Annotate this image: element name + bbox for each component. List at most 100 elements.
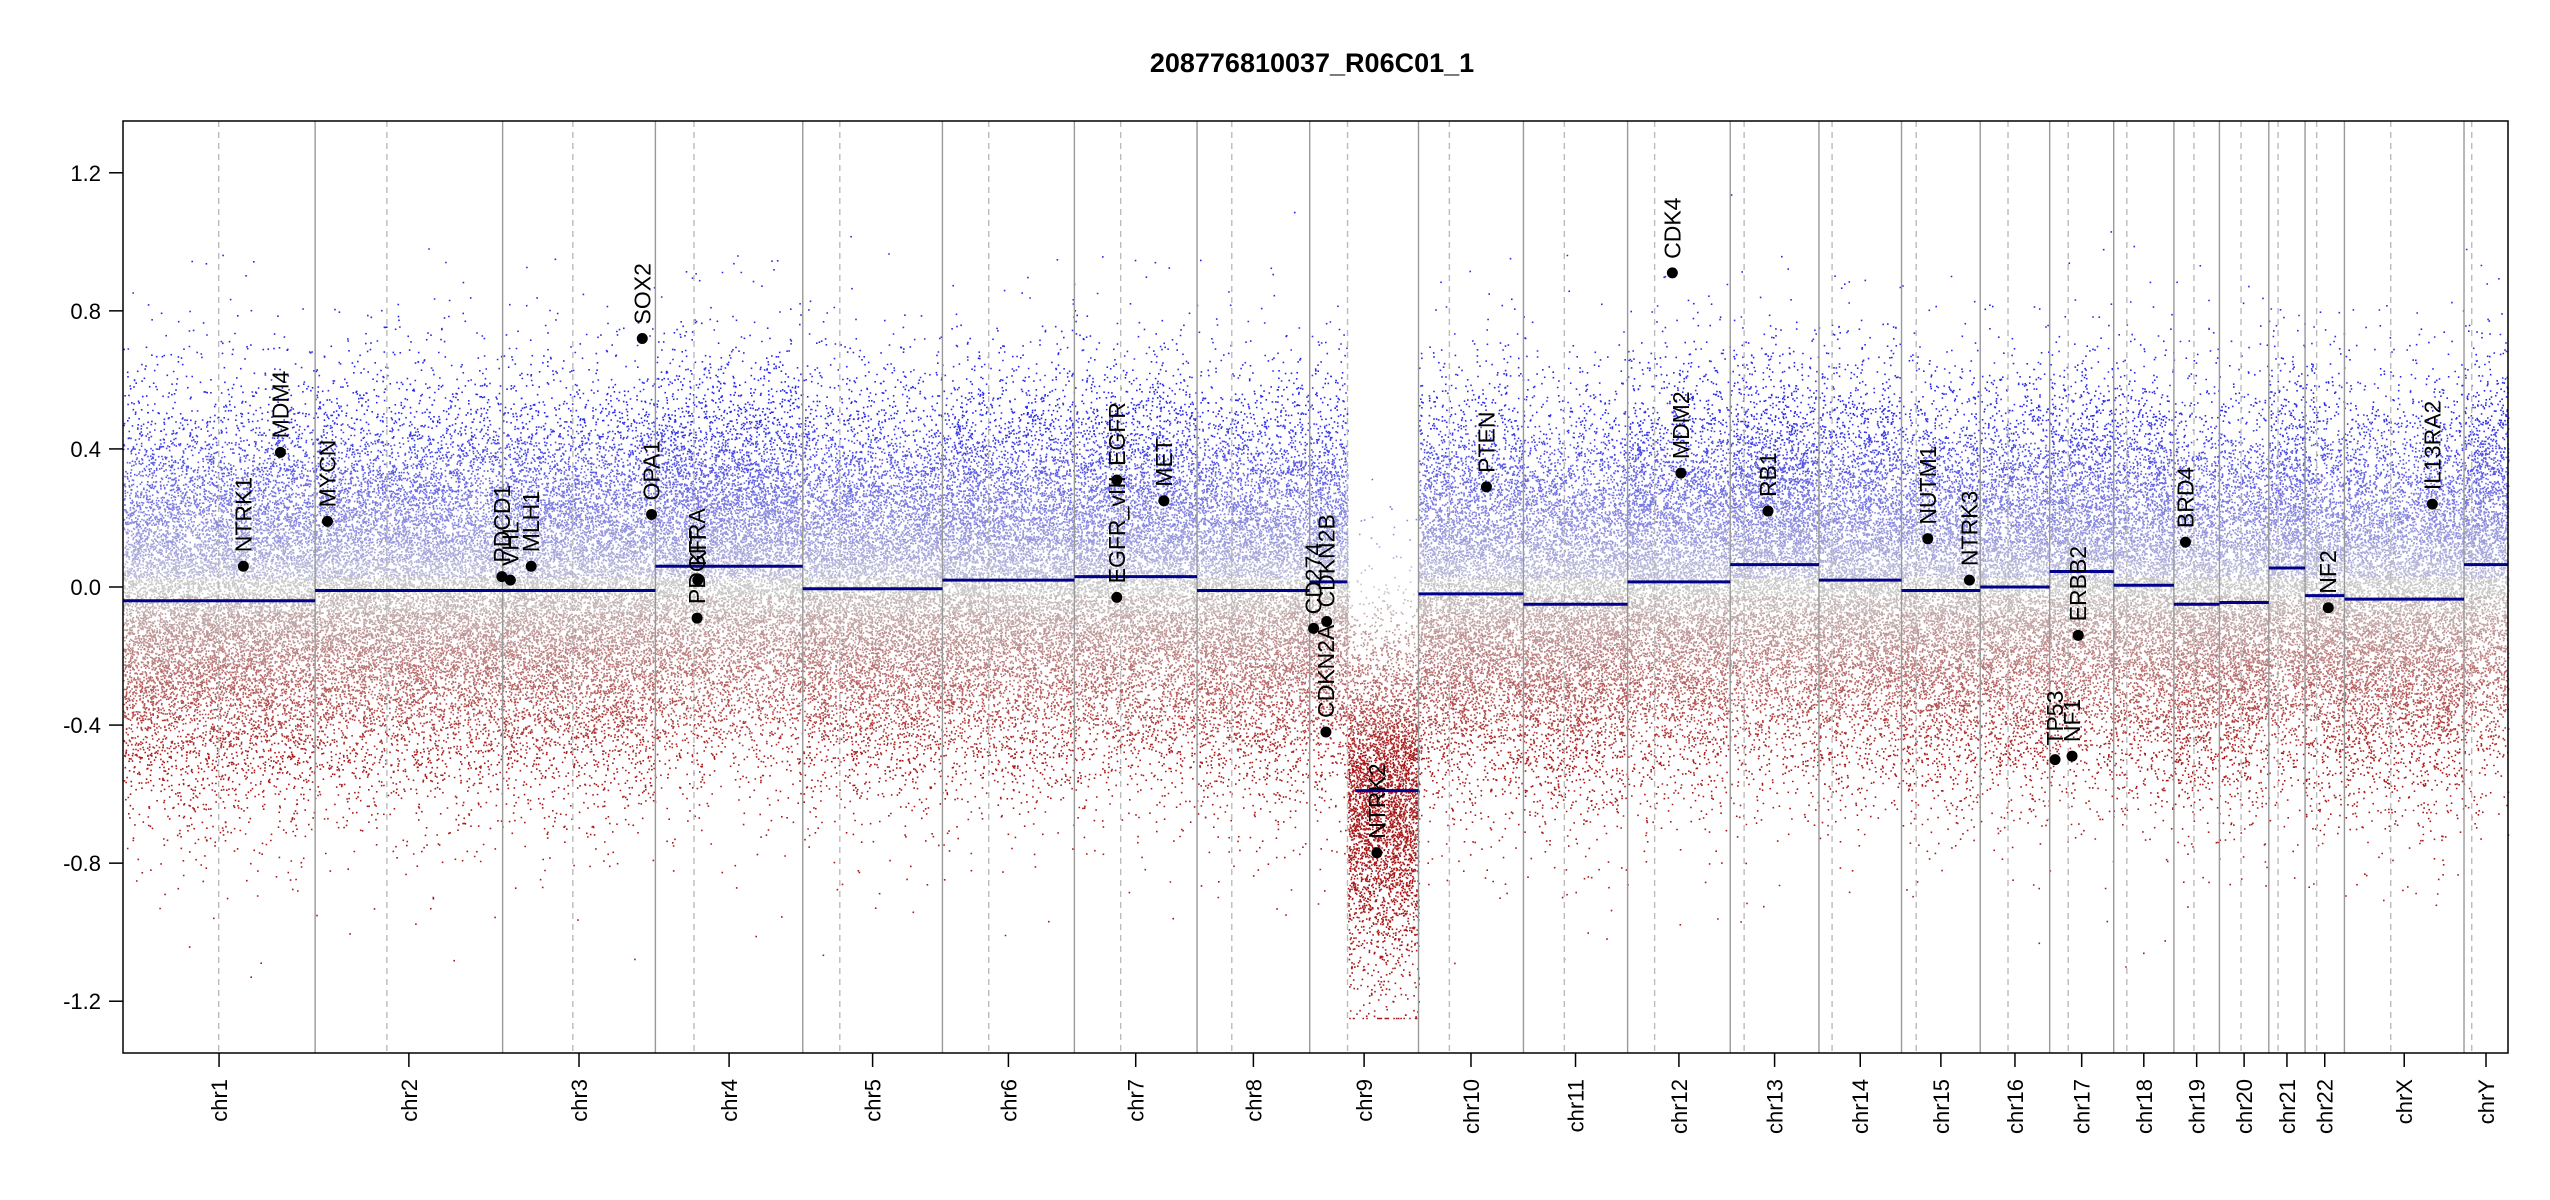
probe-dots xyxy=(123,439,2510,459)
gene-label: EGFR_vIII xyxy=(1104,476,1130,583)
gene-label: MDM2 xyxy=(1668,391,1694,459)
gene-label: NF2 xyxy=(2315,550,2341,593)
gene-label: NTRK1 xyxy=(230,477,256,552)
gene-point xyxy=(237,560,249,572)
gene-point xyxy=(2322,602,2334,614)
chromosome-label: chr18 xyxy=(2132,1079,2157,1134)
chromosome-label: chr4 xyxy=(717,1079,742,1122)
chromosome-label: chr17 xyxy=(2070,1079,2095,1134)
gene-label: CDK4 xyxy=(1659,197,1685,259)
probe-dots xyxy=(123,422,2510,442)
gene-label: CDKN2A xyxy=(1313,624,1339,718)
gene-label: PDCD1 xyxy=(489,485,515,563)
probe-dots xyxy=(123,577,2510,597)
gene-point xyxy=(1480,481,1492,493)
chromosome-label: chr9 xyxy=(1352,1079,1377,1122)
x-axis: chr1 chr2 chr3 chr4 chr5 chr6 chr7 chr8 chr9 chr1… xyxy=(207,1053,2499,1134)
gene-label: CD274 xyxy=(1301,543,1327,615)
gene-point xyxy=(321,515,333,527)
chromosome-label: chr19 xyxy=(2185,1079,2210,1134)
chromosome-label: chr3 xyxy=(567,1079,592,1122)
y-tick-label: -1.2 xyxy=(63,989,101,1014)
chromosome-label: chr13 xyxy=(1763,1079,1788,1134)
probe-dots xyxy=(123,491,2510,511)
y-tick-label: 1.2 xyxy=(70,161,101,186)
gene-point xyxy=(1111,474,1123,486)
probe-dots xyxy=(123,646,2510,666)
gene-label: MYCN xyxy=(314,440,340,508)
chromosome-label: chr5 xyxy=(861,1079,886,1122)
gene-point xyxy=(274,446,286,458)
chromosome-label: chr1 xyxy=(207,1079,232,1122)
gene-label: OPA1 xyxy=(639,441,665,501)
chromosome-label: chrY xyxy=(2474,1079,2499,1125)
gene-label: TP53 xyxy=(2042,691,2068,746)
gene-label: VHL xyxy=(497,521,523,566)
gene-point xyxy=(691,612,703,624)
gene-label: IL13RA2 xyxy=(2419,401,2445,491)
probe-dots xyxy=(123,732,2507,752)
gene-label: RB1 xyxy=(1755,452,1781,497)
gene-point xyxy=(636,332,648,344)
chromosome-label: chr15 xyxy=(1929,1079,1954,1134)
gene-label: NF1 xyxy=(2059,699,2085,742)
gene-point xyxy=(1158,495,1170,507)
chart-title: 208776810037_R06C01_1 xyxy=(1150,48,1474,78)
probe-points xyxy=(123,194,2510,1020)
chromosome-label: chr10 xyxy=(1459,1079,1484,1134)
gene-label: PDGFRA xyxy=(684,508,710,605)
gene-label: CDKN2B xyxy=(1314,514,1340,607)
gene-label: NTRK2 xyxy=(1364,763,1390,838)
gene-label: KIT xyxy=(685,530,711,566)
gene-label: MDM4 xyxy=(267,370,293,438)
gene-label: EGFR xyxy=(1104,402,1130,466)
probe-dots xyxy=(123,543,2510,562)
chromosome-label: chr12 xyxy=(1667,1079,1692,1134)
y-tick-label: 0.8 xyxy=(70,299,101,324)
y-tick-label: -0.4 xyxy=(63,713,101,738)
gene-point xyxy=(1675,467,1687,479)
y-axis: -1.2 -0.8 -0.4 0.0 0.4 0.8 1.2 xyxy=(63,161,123,1014)
chromosome-label: chr7 xyxy=(1124,1079,1149,1122)
chromosome-label: chr22 xyxy=(2313,1079,2338,1134)
chromosome-label: chr16 xyxy=(2003,1079,2028,1134)
probe-dots xyxy=(123,474,2510,493)
gene-label: SOX2 xyxy=(629,263,655,324)
gene-label: MLH1 xyxy=(518,491,544,552)
gene-point xyxy=(2066,750,2078,762)
gene-point xyxy=(1762,505,1774,517)
gene-point xyxy=(1111,591,1123,603)
gene-label: NUTM1 xyxy=(1915,445,1941,524)
chromosome-label: chr11 xyxy=(1564,1079,1589,1132)
gene-point xyxy=(525,560,537,572)
chromosome-label: chr6 xyxy=(996,1079,1021,1122)
probe-dots xyxy=(123,681,2510,700)
gene-point xyxy=(1666,267,1678,279)
gene-point xyxy=(646,509,658,521)
gene-point xyxy=(2179,536,2191,548)
probe-dots xyxy=(123,612,2510,631)
gene-label: BRD4 xyxy=(2172,467,2198,529)
gene-point xyxy=(1321,616,1333,628)
chromosome-label: chrX xyxy=(2392,1079,2417,1125)
y-tick-label: 0.4 xyxy=(70,437,101,462)
segments xyxy=(123,563,2508,793)
gene-label: MET xyxy=(1151,438,1177,487)
gene-point xyxy=(504,574,516,586)
chromosome-label: chr8 xyxy=(1241,1079,1266,1122)
gene-point xyxy=(1320,726,1332,738)
probe-dots xyxy=(123,750,2510,1020)
gene-point xyxy=(1922,533,1934,545)
gene-point xyxy=(2049,754,2061,766)
chromosome-label: chr2 xyxy=(397,1079,422,1122)
gene-point xyxy=(1308,622,1320,634)
gene-point xyxy=(692,574,704,586)
gene-label: ERBB2 xyxy=(2065,546,2091,621)
gene-point xyxy=(1371,847,1383,859)
probe-dots xyxy=(123,194,2510,424)
gene-point xyxy=(1963,574,1975,586)
y-tick-label: -0.8 xyxy=(63,851,101,876)
probe-dots xyxy=(123,508,2510,528)
gene-point xyxy=(2426,498,2438,510)
chromosome-label: chr21 xyxy=(2275,1079,2300,1134)
